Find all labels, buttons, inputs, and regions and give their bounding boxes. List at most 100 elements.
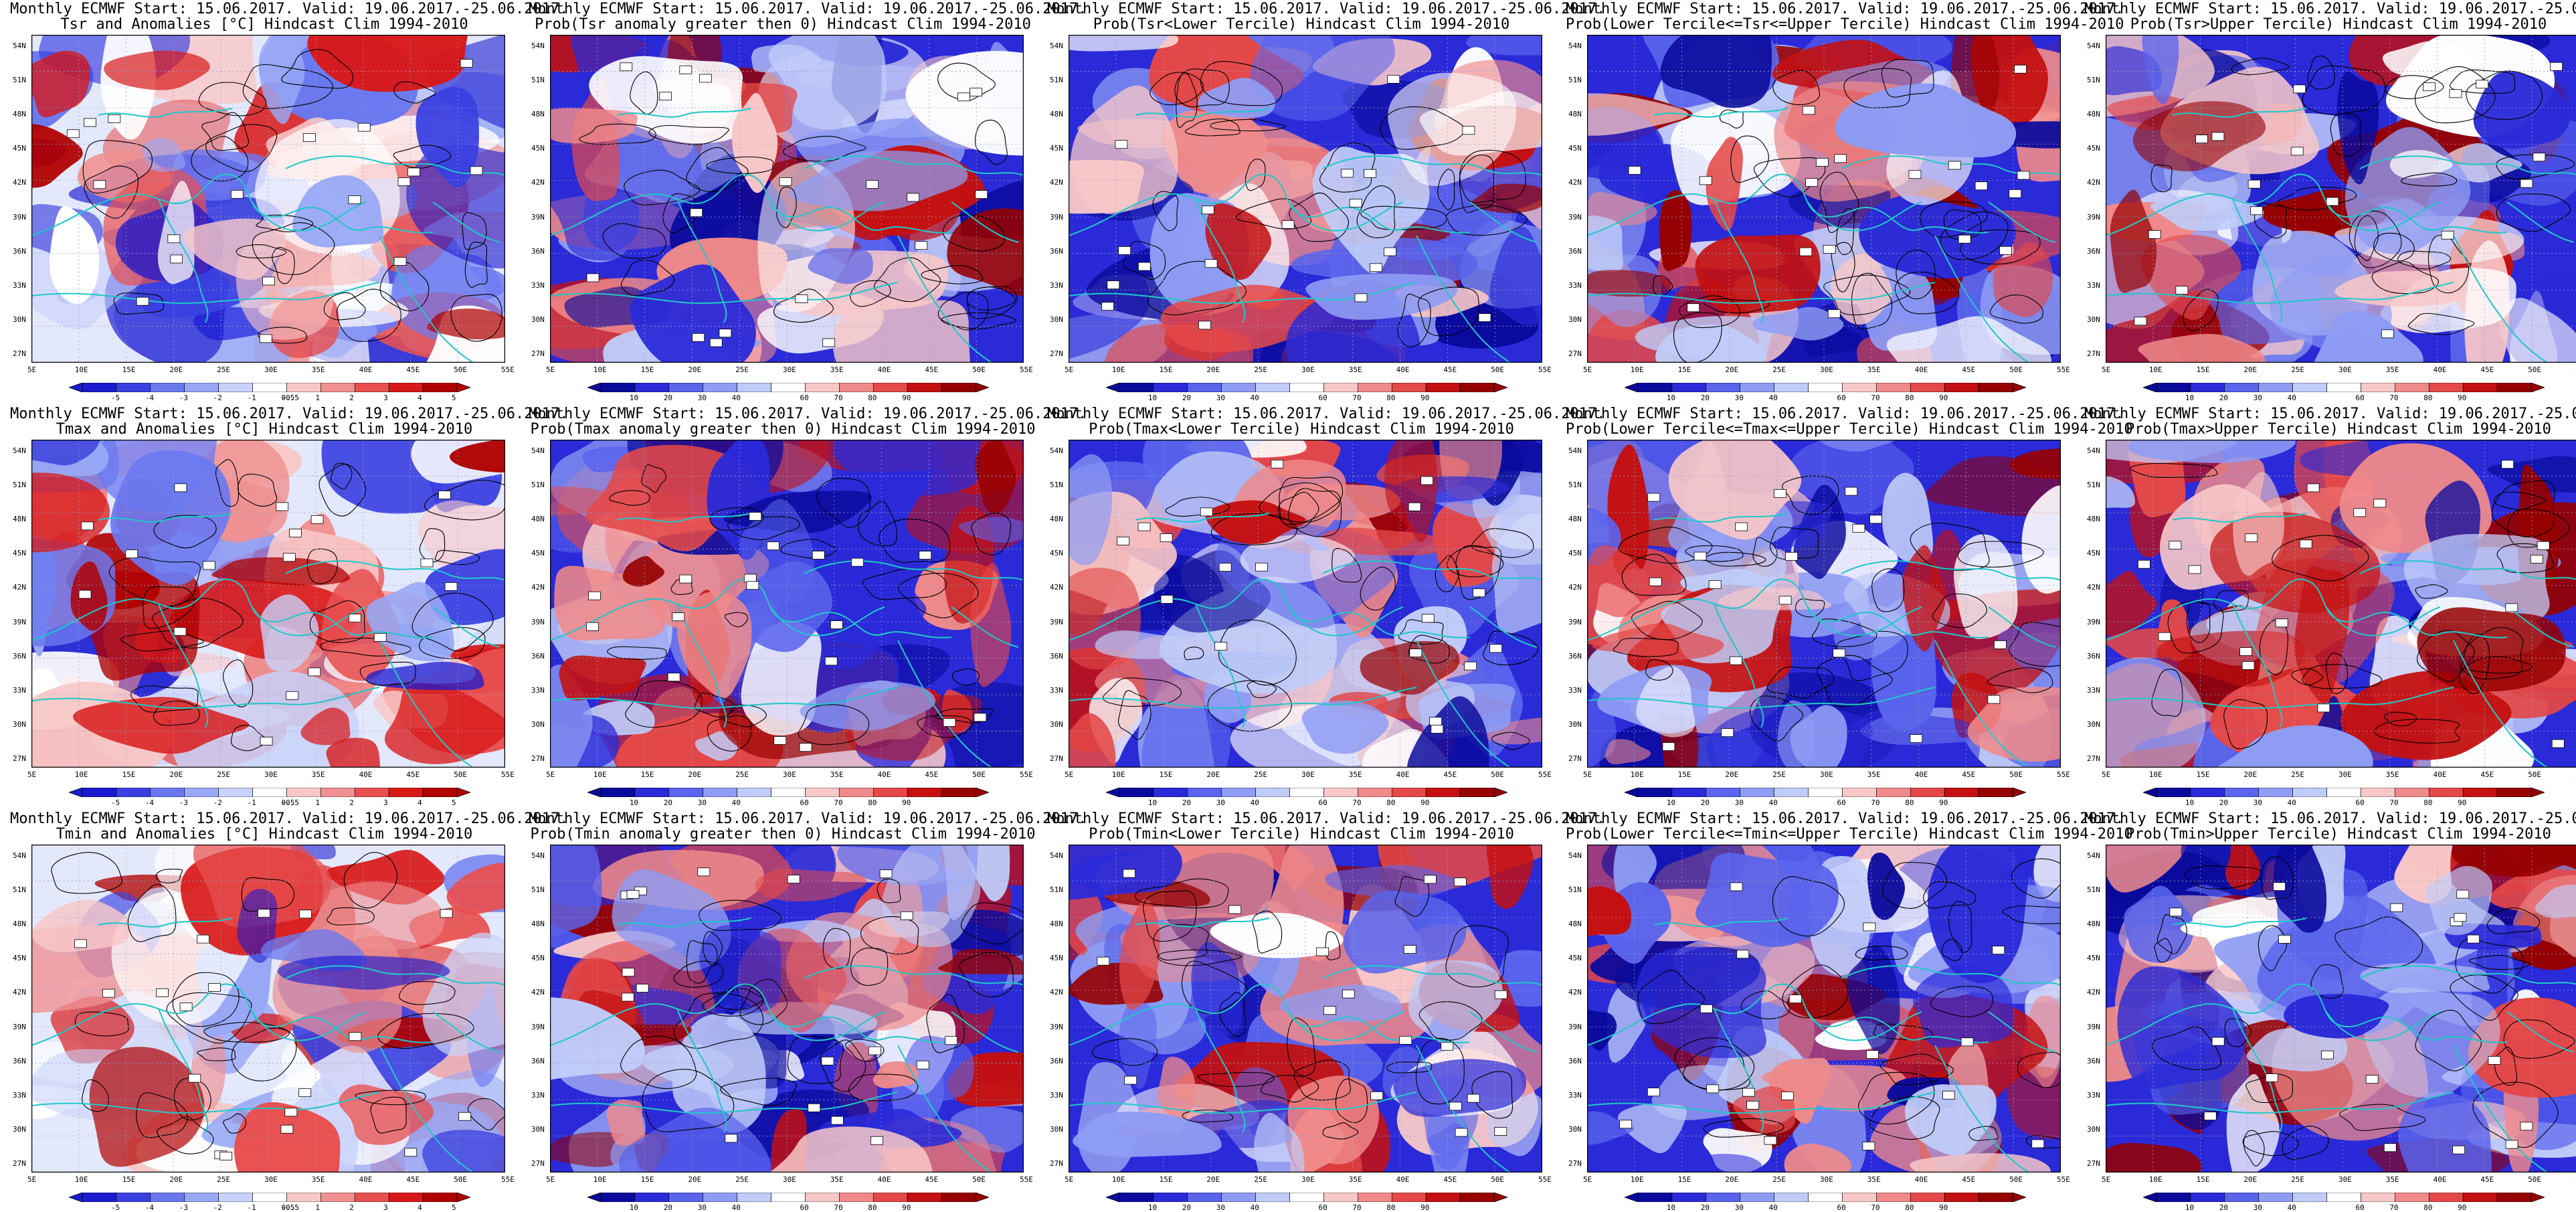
latitude-label: 39N <box>1050 213 1063 222</box>
colorbar-segment <box>389 383 423 392</box>
colorbar-tick-label: -4 <box>145 798 154 807</box>
latitude-label: 51N <box>531 885 545 894</box>
colorbar-segment <box>1979 788 2013 797</box>
latitude-label: 48N <box>1050 920 1063 928</box>
colorbar-segment <box>1910 1193 1944 1202</box>
colorbar-segment <box>355 383 389 392</box>
panel-subtitle: Prob(Tsr<Lower Tercile) Hindcast Clim 19… <box>1047 17 1556 33</box>
colorbar-tick-label: 40 <box>2288 394 2296 402</box>
colorbar-tick-label: 0.5 <box>281 394 294 402</box>
colorbar-segment <box>219 1193 253 1202</box>
latitude-label: 54N <box>1050 851 1063 860</box>
longitude-label: 40E <box>1396 365 1410 374</box>
longitude-label: 25E <box>2291 1175 2304 1184</box>
longitude-label: 40E <box>878 1175 891 1184</box>
longitude-label: 25E <box>2291 770 2304 779</box>
longitude-label: 55E <box>2057 770 2070 779</box>
longitude-label: 5E <box>546 1175 555 1184</box>
latitude-label: 27N <box>1050 754 1063 763</box>
forecast-map <box>31 35 505 363</box>
latitude-label: 51N <box>1050 76 1063 84</box>
colorbar-segment <box>1740 788 1774 797</box>
latitude-label: 48N <box>1568 110 1582 118</box>
longitude-label: 15E <box>641 1175 654 1184</box>
colorbar-segment <box>2156 788 2191 797</box>
latitude-label: 51N <box>1050 885 1063 894</box>
latitude-label: 30N <box>13 315 26 324</box>
colorbar-segment <box>1119 1193 1154 1202</box>
colorbar-high-arrow <box>2531 1193 2545 1202</box>
longitude-label: 15E <box>122 365 136 374</box>
colorbar-high-arrow <box>1494 1193 1507 1202</box>
colorbar-segment <box>2463 788 2497 797</box>
map-panel-tmin-4: Monthly ECMWF Start: 15.06.2017. Valid: … <box>1566 810 2074 1211</box>
colorbar-segment <box>423 1193 457 1202</box>
panel-title: Monthly ECMWF Start: 15.06.2017. Valid: … <box>529 406 1037 422</box>
panel-title: Monthly ECMWF Start: 15.06.2017. Valid: … <box>1566 811 2074 827</box>
latitude-label: 36N <box>1568 1057 1582 1065</box>
colorbar-segment <box>1842 1193 1876 1202</box>
colorbar-tick-label: 40 <box>1769 798 1778 807</box>
longitude-label: 45E <box>406 365 420 374</box>
longitude-label: 10E <box>1631 1175 1644 1184</box>
colorbar-segment <box>1672 788 1706 797</box>
colorbar-tick-label: 2 <box>349 798 354 807</box>
longitude-label: 10E <box>1631 770 1644 779</box>
latitude-label: 42N <box>531 583 545 592</box>
longitude-label: 15E <box>1678 770 1691 779</box>
colorbar-tick-label: 10 <box>1667 394 1675 402</box>
latitude-label: 36N <box>1050 652 1063 661</box>
colorbar-tick-label: -3 <box>179 394 188 402</box>
colorbar-segment <box>253 383 287 392</box>
longitude-label: 20E <box>688 770 701 779</box>
colorbar-tick-label: 40 <box>732 798 741 807</box>
colorbar-tick-label: 2 <box>349 394 354 402</box>
colorbar-segment <box>771 1193 806 1202</box>
latitude-label: 42N <box>531 988 545 997</box>
panel-title: Monthly ECMWF Start: 15.06.2017. Valid: … <box>2084 1 2576 17</box>
colorbar-tick-label: 20 <box>2219 798 2228 807</box>
longitude-label: 35E <box>1349 365 1362 374</box>
map-panel-tsr-2: Monthly ECMWF Start: 15.06.2017. Valid: … <box>529 0 1037 402</box>
latitude-label: 45N <box>531 144 545 153</box>
colorbar-tick-label: 60 <box>1837 394 1845 402</box>
longitude-label: 55E <box>501 1175 515 1184</box>
longitude-label: 25E <box>217 365 230 374</box>
colorbar-tick-label: 20 <box>1701 394 1710 402</box>
colorbar-segment <box>1188 1193 1222 1202</box>
colorbar <box>69 383 470 392</box>
colorbar-tick-label: 20 <box>1701 798 1710 807</box>
colorbar-segment <box>1706 788 1740 797</box>
latitude-label: 42N <box>1568 178 1582 187</box>
colorbar-tick-label: 90 <box>1420 394 1429 402</box>
colorbar-segment <box>389 788 423 797</box>
latitude-label: 36N <box>13 1057 26 1065</box>
latitude-label: 27N <box>1050 1159 1063 1168</box>
latitude-label: 51N <box>531 76 545 84</box>
map-panel-tmin-5: Monthly ECMWF Start: 15.06.2017. Valid: … <box>2084 810 2576 1211</box>
longitude-label: 10E <box>75 1175 88 1184</box>
colorbar-low-arrow <box>1106 788 1119 797</box>
colorbar-high-arrow <box>2531 383 2545 392</box>
longitude-label: 5E <box>2102 1175 2110 1184</box>
latitude-label: 54N <box>13 851 26 860</box>
map-panel-tmax-4: Monthly ECMWF Start: 15.06.2017. Valid: … <box>1566 405 2074 806</box>
colorbar-tick-label: 3 <box>383 798 388 807</box>
colorbar-tick-label: 80 <box>2423 798 2432 807</box>
map-panel-tmin-1: Monthly ECMWF Start: 15.06.2017. Valid: … <box>10 810 519 1211</box>
latitude-label: 48N <box>531 110 545 118</box>
latitude-label: 54N <box>2087 446 2100 455</box>
latitude-label: 45N <box>1568 144 1582 153</box>
panel-subtitle: Prob(Lower Tercile<=Tmax<=Upper Tercile)… <box>1566 422 2074 438</box>
longitude-label: 10E <box>1112 1175 1125 1184</box>
colorbar-tick-label: 1 <box>315 394 320 402</box>
longitude-label: 25E <box>1254 365 1267 374</box>
panel-title: Monthly ECMWF Start: 15.06.2017. Valid: … <box>10 406 519 422</box>
colorbar-segment <box>1774 1193 1809 1202</box>
colorbar-segment <box>1256 788 1290 797</box>
panel-title: Monthly ECMWF Start: 15.06.2017. Valid: … <box>1047 1 1556 17</box>
longitude-label: 30E <box>264 770 278 779</box>
colorbar-tick-label: 40 <box>732 394 741 402</box>
latitude-label: 45N <box>1568 549 1582 557</box>
colorbar-high-arrow <box>457 1193 470 1202</box>
